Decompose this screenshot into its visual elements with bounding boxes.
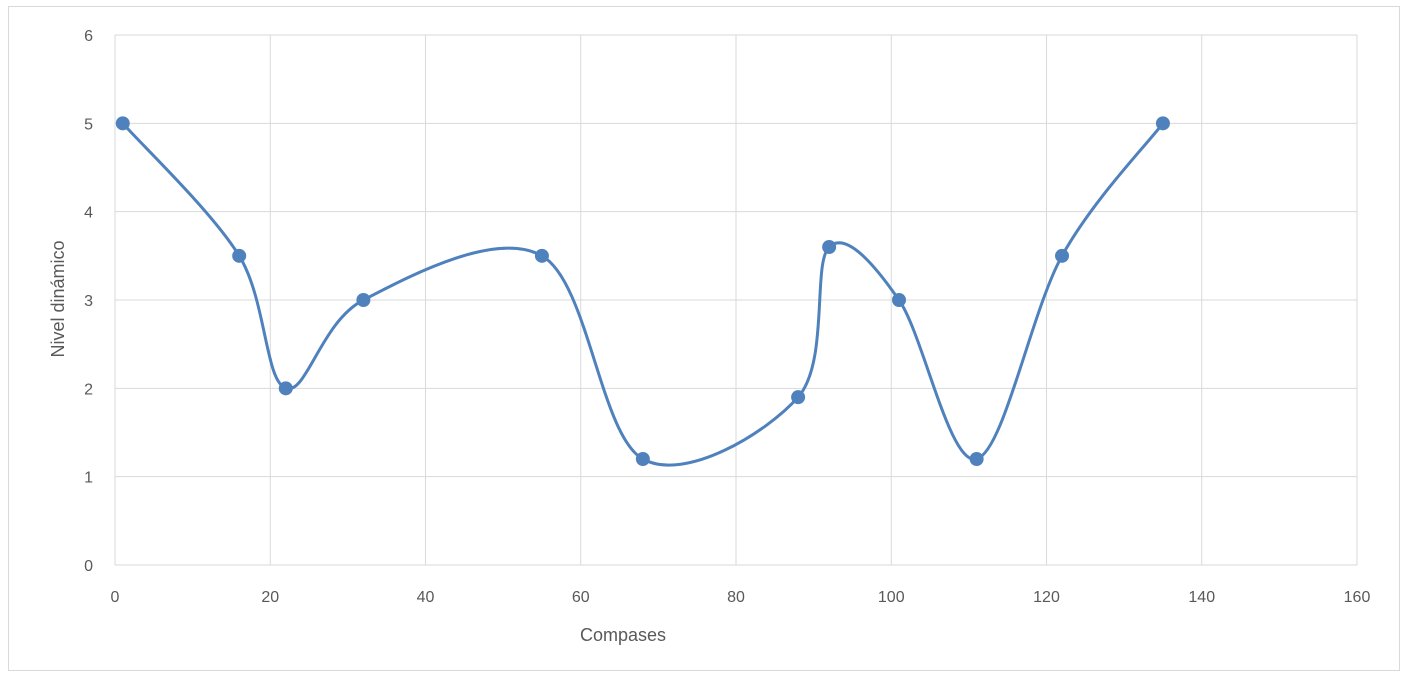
- series-line: [121, 122, 1165, 467]
- data-point: [969, 452, 984, 466]
- x-tick-label: 60: [572, 589, 590, 606]
- data-point: [232, 248, 247, 263]
- data-point: [278, 381, 293, 396]
- data-point: [791, 390, 806, 405]
- y-tick-label: 5: [84, 116, 93, 133]
- data-point: [635, 452, 650, 466]
- gridlines: [114, 34, 1358, 566]
- x-tick-label: 160: [1344, 589, 1371, 606]
- data-point: [1055, 248, 1070, 263]
- y-tick-label: 4: [84, 205, 93, 222]
- data-point: [892, 293, 907, 307]
- x-tick-label: 100: [878, 589, 905, 606]
- data-point: [822, 240, 837, 254]
- series-layer: [115, 116, 1170, 467]
- data-point: [1155, 116, 1170, 131]
- x-tick-label: 20: [261, 589, 279, 606]
- x-tick-label: 140: [1188, 589, 1215, 606]
- x-tick-label: 40: [417, 589, 435, 606]
- y-axis-title: Nivel dinámico: [48, 240, 68, 357]
- data-point: [534, 248, 549, 263]
- x-axis-title: Compases: [580, 625, 666, 645]
- data-point: [356, 293, 371, 307]
- x-tick-label: 120: [1033, 589, 1060, 606]
- chart-frame: [8, 6, 1400, 671]
- x-tick-label: 80: [727, 589, 745, 606]
- x-tick-label: 0: [111, 589, 120, 606]
- y-tick-label: 0: [84, 558, 93, 575]
- y-tick-label: 2: [84, 381, 93, 398]
- y-tick-label: 6: [84, 28, 93, 45]
- tick-labels: 0 20 40 60 80 100 120 140 160 0 1 2 3 4 5 6: [84, 28, 1370, 606]
- data-point: [115, 116, 130, 131]
- y-tick-label: 3: [84, 293, 93, 310]
- y-tick-label: 1: [84, 470, 93, 487]
